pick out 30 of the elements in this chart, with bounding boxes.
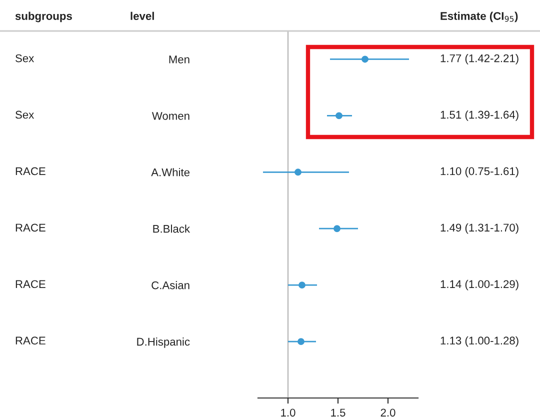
point bbox=[298, 338, 304, 346]
y-tick-label: A.White bbox=[151, 168, 190, 176]
data-label: 1.49 (1.31-1.70) bbox=[440, 223, 518, 234]
data-label: 1.10 (0.75-1.61) bbox=[440, 166, 518, 178]
y2-tick-label: RACE bbox=[16, 167, 46, 176]
text: Estimate (CI$_{95}$) bbox=[440, 12, 518, 22]
y2-tick-label: RACE bbox=[16, 224, 46, 232]
point bbox=[298, 282, 306, 289]
point bbox=[294, 168, 302, 176]
point bbox=[362, 56, 368, 63]
data-label: 1.13 (1.00-1.28) bbox=[440, 336, 518, 347]
text: subgroups bbox=[15, 12, 72, 22]
y-tick-label: B.Black bbox=[153, 224, 190, 233]
y-tick-label: C.Asian bbox=[152, 281, 190, 290]
data-label: 1.51 (1.39-1.64) bbox=[440, 110, 518, 121]
y2-tick-label: Sex bbox=[16, 54, 34, 62]
data-label: 1.14 (1.00-1.29) bbox=[440, 280, 518, 290]
point bbox=[334, 225, 340, 232]
y2-tick-label: RACE bbox=[16, 280, 46, 288]
data-label: 1.77 (1.42-2.21) bbox=[440, 54, 518, 64]
y2-tick-label: Sex bbox=[16, 110, 34, 119]
y-tick-label: D.Hispanic bbox=[137, 338, 190, 348]
y-tick-label: Men bbox=[169, 56, 190, 64]
point bbox=[336, 112, 342, 120]
x-tick-label: 1.0 bbox=[281, 408, 296, 417]
y2-tick-label: RACE bbox=[16, 336, 46, 345]
x-tick-label: 1.5 bbox=[331, 408, 346, 417]
x-tick-label: 2.0 bbox=[380, 408, 396, 417]
text: level bbox=[130, 12, 154, 20]
y-tick-label: Women bbox=[152, 112, 190, 120]
